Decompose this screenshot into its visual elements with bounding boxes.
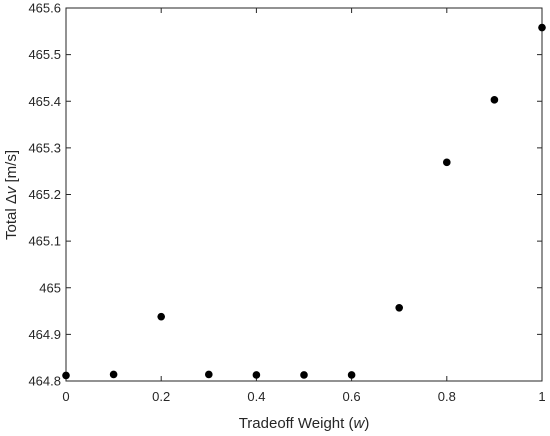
y-tick-label: 465.6 — [28, 1, 61, 16]
y-tick-label: 465 — [39, 280, 61, 295]
x-axis-label-suffix: ) — [364, 415, 369, 432]
y-axis-label-variable: v — [3, 185, 20, 194]
data-points — [62, 23, 546, 380]
y-tick-label: 465.3 — [28, 140, 61, 155]
y-tick-label: 464.9 — [28, 327, 61, 342]
x-tick-label: 0.6 — [343, 389, 361, 404]
y-tick-label: 465.5 — [28, 47, 61, 62]
data-point — [538, 23, 546, 32]
y-tick-label: 464.8 — [28, 374, 61, 389]
data-point — [347, 371, 356, 379]
axis-ticks — [65, 7, 543, 382]
data-point — [443, 158, 451, 167]
x-tick-label: 0 — [62, 389, 69, 404]
x-tick-label: 0.4 — [247, 389, 265, 404]
x-axis-label: Tradeoff Weight (w) — [239, 415, 370, 432]
data-point — [157, 312, 165, 321]
data-point — [109, 370, 118, 379]
y-axis-label: Total Δv [m/s] — [3, 150, 20, 240]
x-axis-label-prefix: Tradeoff Weight ( — [239, 415, 354, 432]
data-point — [252, 371, 261, 379]
data-point — [205, 370, 213, 379]
x-tick-label: 1 — [538, 389, 545, 404]
y-tick-label: 465.1 — [28, 234, 61, 249]
data-point — [395, 303, 404, 312]
y-axis-label-prefix: Total Δ — [3, 194, 20, 240]
plot-area-frame — [65, 7, 543, 382]
y-axis-label-suffix: [m/s] — [3, 150, 20, 187]
y-tick-labels: 464.8 464.9 465 465.1 465.2 465.3 465.4 465.5 46… — [28, 1, 61, 389]
x-axis-label-variable: w — [353, 415, 365, 432]
y-tick-label: 465.2 — [28, 187, 61, 202]
y-tick-label: 465.4 — [28, 94, 61, 109]
data-point — [300, 371, 308, 379]
x-tick-label: 0.8 — [438, 389, 456, 404]
data-point — [62, 371, 70, 380]
x-tick-label: 0.2 — [152, 389, 170, 404]
x-tick-labels: 0 0.2 0.4 0.6 0.8 1 — [62, 389, 545, 404]
data-point — [490, 96, 499, 104]
